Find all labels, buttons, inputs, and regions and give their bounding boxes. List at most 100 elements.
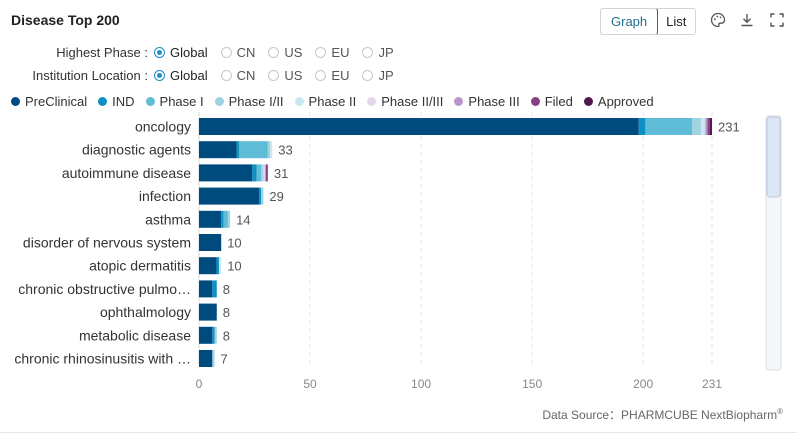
legend-label: Phase I [159, 94, 204, 109]
institution-global-radio[interactable]: Global [154, 68, 208, 83]
bar-segment-preclinical [199, 141, 237, 159]
category-label: chronic rhinosinusitis with … [14, 351, 191, 367]
data-source-value: PHARMCUBE NextBiopharm [621, 408, 778, 422]
highest-phase-jp-radio[interactable]: JP [362, 45, 394, 60]
category-label: ophthalmology [100, 304, 191, 320]
bar-segment-phase-i [223, 210, 228, 228]
category-label: diagnostic agents [82, 142, 191, 158]
bar-segment-phase-ii-iii [263, 164, 266, 182]
bar-total-label: 7 [221, 352, 228, 367]
category-label: metabolic disease [79, 327, 191, 343]
legend-label: IND [112, 94, 135, 109]
bar-segment-preclinical [199, 118, 639, 135]
bar-segment-ind [216, 257, 219, 275]
legend-item-approved[interactable]: Approved [583, 94, 654, 109]
legend-swatch [367, 97, 377, 106]
highest-phase-label: Highest Phase : [56, 44, 148, 60]
bar-segment-ind [638, 118, 646, 135]
bar-segment-ind [252, 164, 257, 182]
bar-segment-phase-ii [218, 257, 222, 275]
legend-label: Approved [597, 94, 654, 109]
bar-segment-ind [236, 141, 239, 159]
legend-label: PreClinical [25, 94, 88, 109]
bar-segment-preclinical [199, 303, 217, 321]
bar-segment-preclinical [199, 257, 217, 275]
bar-segment-preclinical [199, 350, 213, 367]
category-label: oncology [135, 119, 191, 135]
bar-total-label: 14 [236, 212, 250, 227]
legend-item-ind[interactable]: IND [98, 94, 135, 109]
bar-segment-phase-i-ii [227, 210, 231, 228]
bar-segment-approved [709, 118, 712, 135]
highest-phase-filter: Highest Phase : Global CN US EU JP [0, 42, 407, 62]
x-tick-label: 100 [411, 377, 431, 391]
legend-swatch [454, 97, 464, 106]
legend-label: Phase I/II [228, 94, 284, 109]
bar-segment-phase-iii [705, 118, 708, 135]
bar-total-label: 231 [718, 120, 740, 135]
institution-jp-radio[interactable]: JP [362, 68, 394, 83]
legend-swatch [530, 97, 540, 106]
institution-location-filter: Institution Location : Global CN US EU J… [0, 65, 407, 85]
bar-segment-filed [707, 118, 710, 135]
category-label: infection [139, 188, 191, 204]
bar-chart: 0 50 100 150 200 231 oncology 231 diagnostic age… [14, 112, 782, 391]
category-label: autoimmune disease [62, 165, 191, 181]
legend-item-phase-iii[interactable]: Phase III [454, 94, 520, 109]
graph-view-button[interactable]: Graph [601, 9, 659, 34]
bar-segment-ind [212, 326, 215, 344]
registered-mark: ® [777, 407, 783, 416]
view-toggle: Graph List [600, 8, 697, 35]
legend-swatch [294, 97, 304, 106]
bar-segment-preclinical [199, 210, 222, 228]
category-label: disorder of nervous system [23, 235, 191, 251]
bar-total-label: 8 [223, 305, 230, 320]
bar-total-label: 10 [227, 259, 241, 274]
legend-item-phase-ii[interactable]: Phase II [294, 94, 357, 109]
scrollbar-thumb[interactable] [766, 116, 781, 198]
highest-phase-cn-radio[interactable]: CN [220, 45, 255, 60]
divider [0, 432, 797, 433]
bar-segment-preclinical [199, 280, 213, 298]
x-tick-label: 231 [702, 377, 722, 391]
data-source: Data Source：PHARMCUBE NextBiopharm® [542, 407, 783, 422]
legend-item-phase-ii-iii[interactable]: Phase II/III [367, 94, 443, 109]
bar-segment-phase-i-ii [214, 326, 217, 344]
bar-total-label: 10 [227, 236, 241, 251]
x-tick-label: 50 [303, 377, 317, 391]
category-label: chronic obstructive pulmo… [18, 281, 191, 297]
bar-total-label: 31 [274, 166, 288, 181]
highest-phase-eu-radio[interactable]: EU [315, 45, 349, 60]
fullscreen-icon[interactable] [768, 11, 786, 29]
legend-item-phase-i[interactable]: Phase I [145, 94, 204, 109]
legend-item-phase-i-ii[interactable]: Phase I/II [214, 94, 284, 109]
legend-swatch [145, 97, 155, 106]
bar-segment-phase-i-ii [261, 164, 264, 182]
bar-segment-preclinical [199, 187, 259, 205]
legend-label: Phase II [308, 94, 357, 109]
legend-item-preclinical[interactable]: PreClinical [11, 94, 87, 109]
institution-us-radio[interactable]: US [268, 68, 302, 83]
legend-swatch [583, 97, 593, 106]
institution-cn-radio[interactable]: CN [220, 68, 255, 83]
highest-phase-global-radio[interactable]: Global [154, 45, 208, 60]
x-tick-label: 0 [196, 377, 203, 391]
legend-swatch [214, 97, 224, 106]
bar-segment-preclinical [199, 234, 222, 251]
download-icon[interactable] [738, 11, 756, 29]
bar-total-label: 8 [223, 282, 230, 297]
list-view-button[interactable]: List [666, 14, 687, 29]
bar-segment-ind [258, 187, 262, 205]
highest-phase-us-radio[interactable]: US [268, 45, 302, 60]
legend-label: Filed [544, 94, 573, 109]
bar-segment-phase-i [238, 141, 268, 159]
palette-icon[interactable] [709, 11, 727, 29]
bar-segment-phase-i [645, 118, 693, 135]
legend-item-filed[interactable]: Filed [530, 94, 573, 109]
institution-eu-radio[interactable]: EU [315, 68, 349, 83]
bar-segment-preclinical [199, 326, 213, 344]
bar-total-label: 33 [278, 143, 292, 158]
legend-label: Phase III [468, 94, 520, 109]
legend-label: Phase II/III [381, 94, 444, 109]
institution-location-label: Institution Location : [32, 67, 148, 83]
